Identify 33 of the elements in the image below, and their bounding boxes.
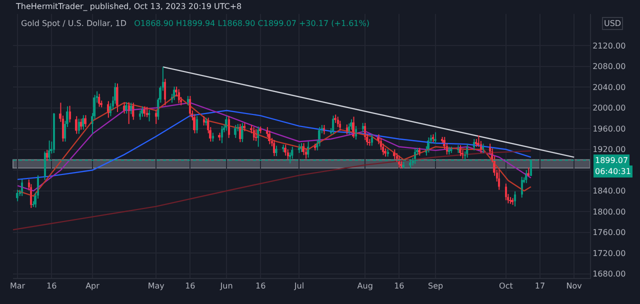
y-tick-label: 1800.00 <box>592 207 626 216</box>
x-tick-label: May <box>148 282 165 291</box>
x-tick-label: Nov <box>566 282 582 291</box>
y-tick-label: 1840.00 <box>592 186 626 196</box>
x-tick-label: 17 <box>534 282 546 291</box>
text: 06:40:31 <box>595 167 631 176</box>
x-tick-label: Oct <box>499 282 513 291</box>
x-tick-label: 16 <box>46 282 57 291</box>
y-tick-label: 2040.00 <box>592 82 626 92</box>
y-axis-title: USD <box>604 19 622 28</box>
text: O1868.90 H1899.94 L1868.90 C1899.07 +30.17 (+1.61%) <box>134 19 370 28</box>
y-tick-label: 1760.00 <box>592 228 626 238</box>
x-tick-label: Sep <box>428 282 444 291</box>
x-tick-label: Mar <box>10 282 26 291</box>
x-tick-label: Aug <box>357 282 373 291</box>
ref-line-label: 1899.07 <box>595 156 628 165</box>
y-tick-label: 1920.00 <box>592 145 626 154</box>
x-tick-label: Jul <box>293 282 304 291</box>
y-tick-label: 2080.00 <box>592 62 626 72</box>
x-tick-label: Jun <box>219 282 233 291</box>
x-tick-label: 16 <box>394 282 404 291</box>
text: TheHermitTrader_ published, Oct 13, 2023 20:19 UTC+8 <box>15 2 242 11</box>
x-tick-label: 16 <box>256 282 266 291</box>
y-tick-label: 1960.00 <box>592 124 626 134</box>
x-tick-label: 16 <box>185 282 196 291</box>
y-tick-label: 2120.00 <box>592 41 626 50</box>
x-tick-label: Apr <box>86 282 100 291</box>
y-tick-label: 2000.00 <box>592 104 626 113</box>
y-tick-label: 1680.00 <box>592 270 626 279</box>
line-series <box>13 150 532 230</box>
text: Gold Spot / U.S. Dollar, 1D <box>21 19 126 28</box>
y-tick-label: 1720.00 <box>592 248 626 258</box>
line-series <box>16 110 532 180</box>
